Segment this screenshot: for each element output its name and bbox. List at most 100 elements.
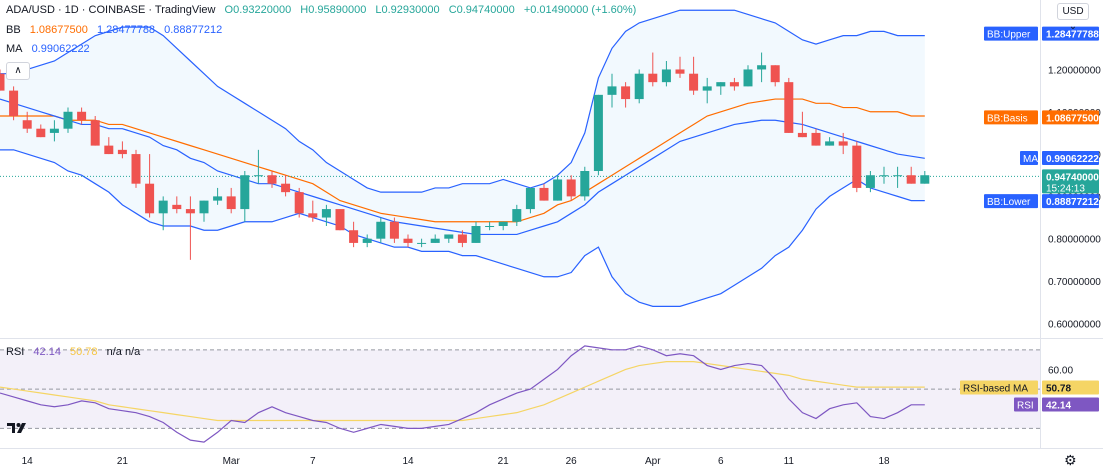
bb-legend[interactable]: BB 1.08677500 1.28477788 0.88877212 xyxy=(6,24,228,36)
candle-body xyxy=(226,196,236,210)
ma-legend[interactable]: MA 0.99062222 xyxy=(6,43,96,55)
candle-body xyxy=(308,213,318,218)
candle-body xyxy=(784,82,794,133)
bb-lower-value-bg xyxy=(1042,194,1099,209)
symbol-legend: ADA/USD · 1D · COINBASE · TradingView O0… xyxy=(6,4,642,16)
candle-body xyxy=(539,187,549,201)
bb-basis-value: 1.08677500 xyxy=(1046,113,1099,124)
candle-body xyxy=(49,128,59,133)
candle-body xyxy=(335,209,345,231)
candle-body xyxy=(634,73,644,100)
rsi-ma-value: 50.78 xyxy=(70,346,98,358)
time-tick-label: 18 xyxy=(878,456,890,467)
symbol-name[interactable]: ADA/USD · 1D · COINBASE · TradingView xyxy=(6,4,216,16)
candle-body xyxy=(661,69,671,83)
bb-upper-tag-bg xyxy=(984,26,1038,41)
candle-body xyxy=(0,73,5,91)
candle-body xyxy=(852,145,862,188)
collapse-legend-button[interactable]: ∧ xyxy=(6,62,30,80)
bb-basis-tag: BB:Basis xyxy=(987,113,1028,124)
currency-selector[interactable]: USD ⌄ xyxy=(1057,3,1089,32)
candle-body xyxy=(879,175,889,177)
candle-body xyxy=(485,226,495,227)
change-value: +0.01490000 (+1.60%) xyxy=(523,4,637,16)
last-price-value: 0.94740000 xyxy=(1046,172,1099,183)
time-tick-label: 14 xyxy=(22,456,34,467)
time-tick-label: Mar xyxy=(223,456,241,467)
rsi-tag: RSI xyxy=(1017,401,1034,412)
candle-body xyxy=(321,209,331,218)
ma-tag-bg xyxy=(1020,151,1038,166)
time-tick-label: 11 xyxy=(784,456,795,467)
time-tick-label: 21 xyxy=(498,456,510,467)
price-tick-label: 0.60000000 xyxy=(1048,319,1101,330)
price-tick-label: 0.70000000 xyxy=(1048,277,1101,288)
candle-body xyxy=(9,90,19,116)
candle-body xyxy=(648,73,658,83)
gear-icon[interactable]: ⚙ xyxy=(1064,452,1077,468)
ma-tag: MA xyxy=(1023,154,1038,165)
bb-basis-value: 1.08677500 xyxy=(29,24,88,36)
candle-body xyxy=(22,120,32,129)
time-tick-label: 6 xyxy=(718,456,724,467)
candle-body xyxy=(825,141,835,146)
bb-lower-value: 0.88877212 xyxy=(164,24,223,36)
candle-body xyxy=(117,149,127,155)
candle-body xyxy=(362,238,372,243)
candle-body xyxy=(716,82,726,87)
ma-value: 0.99062222 xyxy=(1046,154,1099,165)
candle-body xyxy=(757,65,767,70)
candle-body xyxy=(865,175,875,188)
chevron-up-icon: ∧ xyxy=(14,65,22,76)
candle-body xyxy=(90,120,100,146)
candle-body xyxy=(498,221,508,226)
bb-basis-line xyxy=(0,98,925,223)
rsi-value: 42.14 xyxy=(1046,401,1071,412)
last-price-value-bg xyxy=(1042,169,1099,194)
bb-upper-value: 1.28477788 xyxy=(1046,30,1099,41)
close-value: C0.94740000 xyxy=(448,4,515,16)
candle-body xyxy=(104,145,114,155)
chevron-down-icon: ⌄ xyxy=(1068,21,1078,32)
candle-body xyxy=(811,132,821,146)
candle-body xyxy=(457,234,467,243)
rsi-line xyxy=(0,345,925,443)
candle-body xyxy=(294,192,304,214)
candle-body xyxy=(403,238,413,243)
time-tick-label: 21 xyxy=(117,456,129,467)
candle-body xyxy=(838,141,848,146)
candle-body xyxy=(430,238,440,243)
bb-lower-tag: BB:Lower xyxy=(987,197,1031,208)
candle-body xyxy=(675,69,685,74)
tradingview-logo-icon[interactable] xyxy=(6,420,30,440)
high-value: H0.95890000 xyxy=(300,4,367,16)
rsi-legend[interactable]: RSI 42.14 50.78 n/a n/a xyxy=(6,346,146,358)
rsi-tick-label: 60.00 xyxy=(1048,365,1073,376)
candle-body xyxy=(689,73,699,91)
bb-lower-value: 0.88877212 xyxy=(1046,197,1099,208)
time-tick-label: 7 xyxy=(310,456,316,467)
rsi-ma-tag: RSI-based MA xyxy=(963,384,1028,395)
candle-body xyxy=(172,204,182,210)
candle-body xyxy=(797,132,807,138)
rsi-value: 42.14 xyxy=(33,346,61,358)
candle-body xyxy=(131,154,141,184)
candle-body xyxy=(580,171,590,197)
candle-body xyxy=(471,226,481,243)
rsi-ma-value-bg xyxy=(1042,380,1099,395)
candle-body xyxy=(213,196,223,201)
candle-body xyxy=(376,221,386,239)
candle-body xyxy=(512,209,522,222)
candle-body xyxy=(185,209,195,214)
ma-value: 0.99062222 xyxy=(31,43,90,55)
candle-body xyxy=(349,230,359,243)
ma-name: MA xyxy=(6,43,23,55)
bb-upper-value: 1.28477788 xyxy=(96,24,156,36)
candle-body xyxy=(63,111,73,129)
rsi-tag-bg xyxy=(1014,397,1038,412)
currency-label: USD xyxy=(1062,6,1084,17)
rsi-ma-line xyxy=(0,361,925,422)
candle-body xyxy=(281,183,291,193)
candle-body xyxy=(729,82,739,87)
